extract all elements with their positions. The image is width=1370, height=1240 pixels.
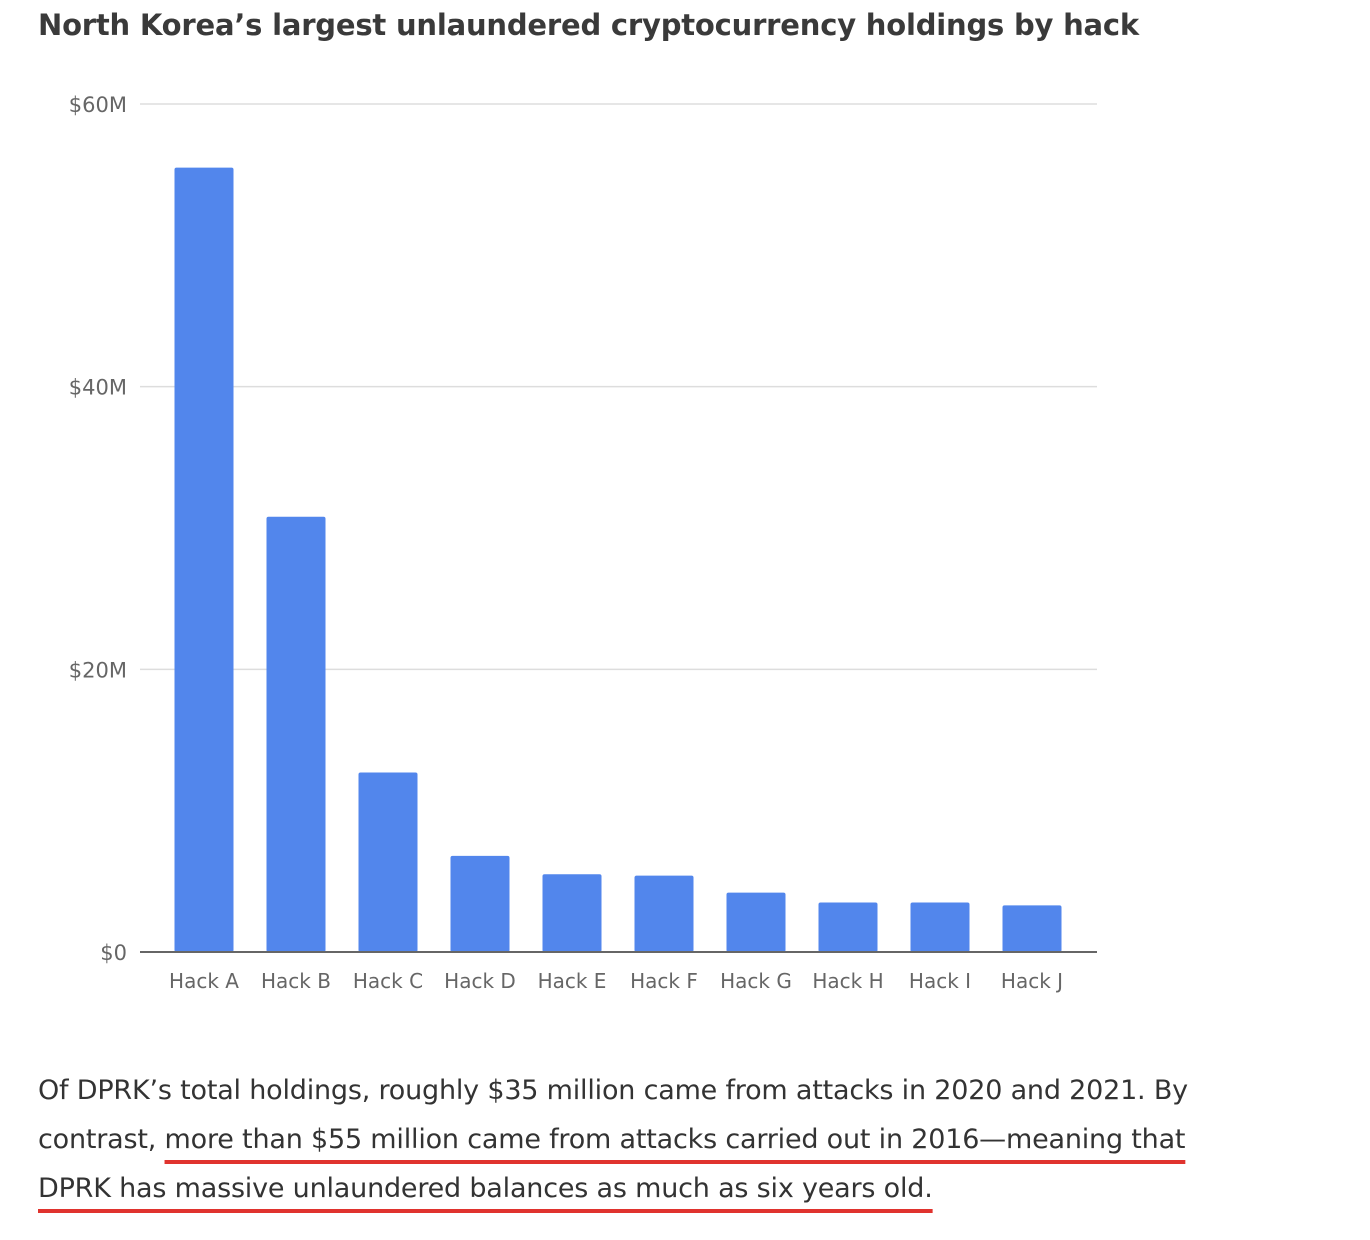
x-tick-label: Hack H	[812, 969, 883, 993]
bar	[450, 855, 510, 952]
x-tick-label: Hack F	[630, 969, 698, 993]
caption-highlight-1: more than $55 million came from attacks …	[164, 1124, 1186, 1155]
chart-title: North Korea’s largest unlaundered crypto…	[38, 8, 1140, 42]
x-tick-label: Hack D	[444, 969, 516, 993]
tick-labels: $0 $20M $40M $60M Hack A Hack B Hack C Hack D Ha…	[69, 93, 1063, 993]
x-tick-label: Hack C	[353, 969, 423, 993]
caption: Of DPRK’s total holdings, roughly $35 mi…	[38, 1066, 1363, 1213]
caption-highlight-2: DPRK has massive unlaundered balances as…	[38, 1173, 933, 1204]
x-tick-label: Hack E	[538, 969, 607, 993]
bars	[174, 167, 1062, 953]
caption-line-1: Of DPRK’s total holdings, roughly $35 mi…	[38, 1075, 1188, 1106]
bar	[266, 516, 326, 952]
bar	[542, 874, 602, 952]
caption-line-2-plain: contrast,	[38, 1124, 165, 1155]
x-tick-label: Hack J	[1001, 969, 1063, 993]
x-tick-label: Hack A	[169, 969, 239, 993]
y-tick-label: $20M	[69, 658, 127, 682]
caption-line-3: DPRK has massive unlaundered balances as…	[38, 1164, 1363, 1213]
x-tick-label: Hack B	[261, 969, 331, 993]
y-tick-label: $40M	[69, 376, 127, 400]
bar	[358, 772, 418, 952]
caption-line-2: contrast, more than $55 million came fro…	[38, 1115, 1363, 1164]
bar	[818, 902, 878, 952]
bar	[910, 902, 970, 952]
bar	[634, 875, 694, 952]
y-tick-label: $0	[100, 941, 127, 965]
x-tick-label: Hack G	[720, 969, 792, 993]
x-tick-label: Hack I	[909, 969, 971, 993]
y-tick-label: $60M	[69, 93, 127, 117]
bar	[1002, 905, 1062, 952]
bar	[726, 892, 786, 952]
bar-chart: $0 $20M $40M $60M Hack A Hack B Hack C Hack D Ha…	[69, 93, 1097, 993]
bar	[174, 167, 234, 953]
